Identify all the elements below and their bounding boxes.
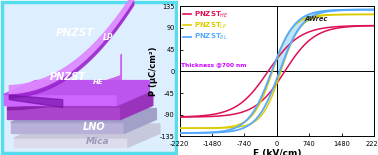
Text: PNZST: PNZST: [50, 73, 85, 82]
Y-axis label: P (μC/cm²): P (μC/cm²): [149, 46, 158, 96]
Polygon shape: [3, 81, 149, 95]
Text: Mica: Mica: [86, 137, 110, 146]
Polygon shape: [11, 108, 156, 122]
Polygon shape: [7, 93, 153, 107]
Text: Thickness @700 nm: Thickness @700 nm: [181, 62, 247, 67]
Polygon shape: [121, 93, 153, 119]
Text: PNZST: PNZST: [56, 28, 94, 38]
Polygon shape: [128, 124, 160, 147]
Text: LNO: LNO: [83, 122, 105, 132]
Text: AWrec: AWrec: [305, 16, 328, 22]
Polygon shape: [11, 122, 124, 133]
Polygon shape: [7, 107, 121, 119]
FancyBboxPatch shape: [2, 2, 176, 153]
Polygon shape: [124, 108, 156, 133]
Text: HE: HE: [93, 79, 104, 85]
Text: LP: LP: [103, 33, 114, 42]
Polygon shape: [14, 124, 160, 138]
X-axis label: E (kV/cm): E (kV/cm): [253, 149, 301, 155]
Polygon shape: [3, 95, 117, 105]
Polygon shape: [117, 81, 149, 105]
Polygon shape: [14, 138, 128, 147]
Legend: PNZST$_{HE}$, PNZST$_{LP}$, PNZST$_{BL}$: PNZST$_{HE}$, PNZST$_{LP}$, PNZST$_{BL}$: [183, 10, 229, 42]
